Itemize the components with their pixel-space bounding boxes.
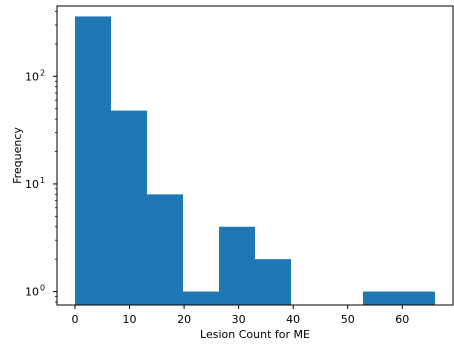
x-tick-label-3: 30 bbox=[232, 313, 246, 326]
histogram-bar-1 bbox=[111, 110, 147, 305]
y-tick-exponent-2: 2 bbox=[40, 68, 45, 77]
histogram-bar-9 bbox=[399, 291, 435, 305]
x-tick-label-0: 0 bbox=[72, 313, 79, 326]
y-axis-label: Frequency bbox=[11, 127, 24, 184]
histogram-bar-2 bbox=[147, 194, 183, 305]
bars bbox=[75, 16, 435, 306]
y-tick-label-2: 10 bbox=[25, 70, 39, 83]
histogram-bar-3 bbox=[183, 291, 219, 305]
y-tick-label-1: 10 bbox=[25, 178, 39, 191]
plot-frame bbox=[56, 5, 454, 306]
histogram-bar-4 bbox=[219, 226, 255, 305]
x-tick-label-5: 50 bbox=[341, 313, 355, 326]
y-tick-exponent-1: 1 bbox=[40, 176, 45, 185]
x-tick-label-2: 20 bbox=[177, 313, 191, 326]
histogram-bar-8 bbox=[363, 291, 399, 305]
histogram-bar-0 bbox=[75, 16, 111, 306]
x-axis-label: Lesion Count for ME bbox=[200, 328, 310, 341]
histogram-bar-5 bbox=[255, 259, 291, 305]
y-tick-label-0: 10 bbox=[25, 286, 39, 299]
x-tick-label-4: 40 bbox=[286, 313, 300, 326]
y-tick-exponent-0: 0 bbox=[40, 284, 45, 293]
x-tick-label-1: 10 bbox=[123, 313, 137, 326]
x-tick-label-6: 60 bbox=[395, 313, 409, 326]
